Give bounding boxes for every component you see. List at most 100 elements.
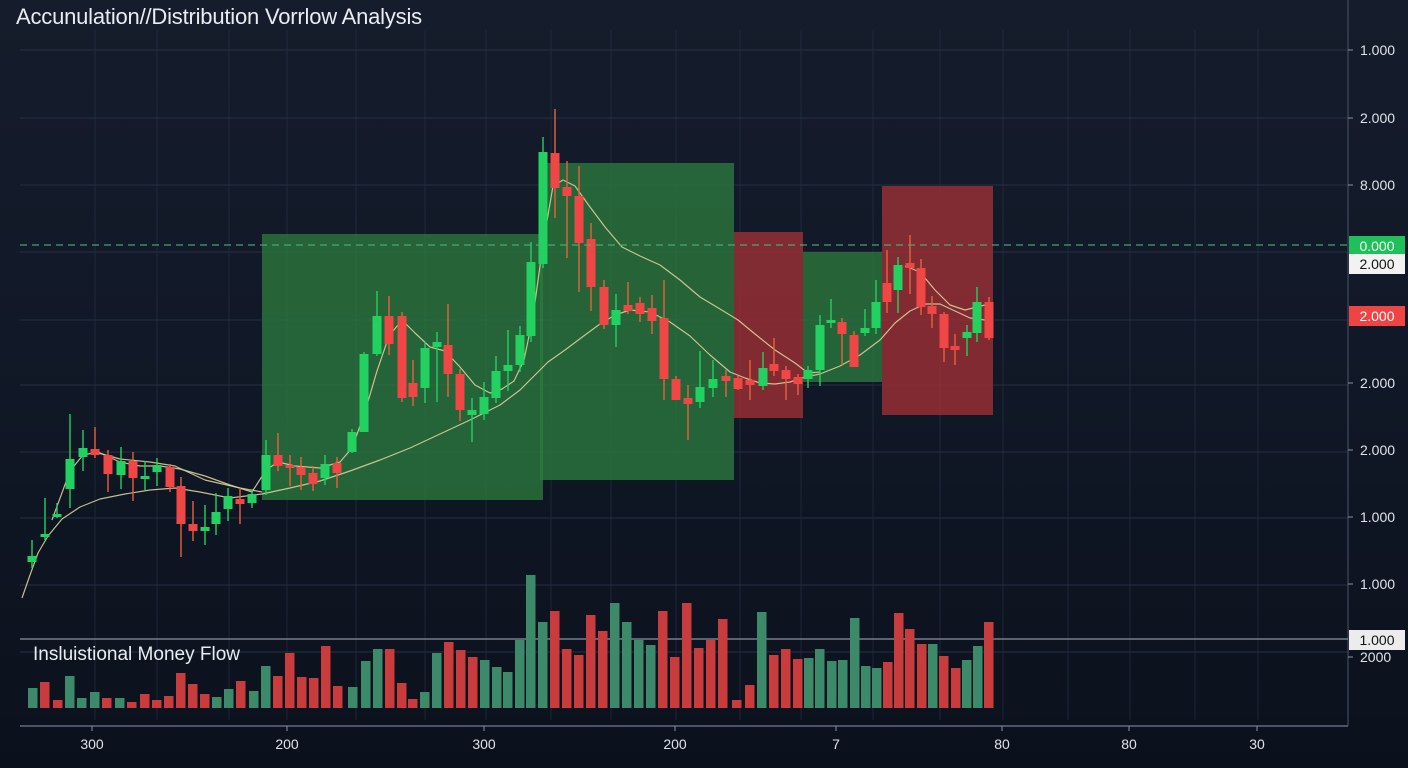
x-tick-label: 30 [1249,736,1265,752]
bear-candle[interactable] [950,346,960,350]
bear-candle[interactable] [574,196,584,243]
bear-candle[interactable] [562,187,572,196]
bear-candle[interactable] [128,461,138,478]
accumulation-zone[interactable] [540,163,734,480]
bear-candle[interactable] [285,465,295,468]
bull-candle[interactable] [116,461,126,475]
bull-candle[interactable] [261,455,271,490]
money-flow-bar [861,666,871,708]
bear-candle[interactable] [683,398,693,404]
bull-candle[interactable] [826,320,836,323]
bear-candle[interactable] [235,499,245,504]
last-price-tag: 0.000 [1349,236,1405,256]
bear-candle[interactable] [273,455,283,466]
bear-candle[interactable] [781,370,791,379]
bear-candle[interactable] [984,302,994,338]
money-flow-bar [745,685,755,708]
bull-candle[interactable] [893,265,903,290]
bear-candle[interactable] [550,153,560,188]
bull-candle[interactable] [491,371,501,398]
bear-candle[interactable] [599,287,609,325]
bull-candle[interactable] [803,370,813,379]
bear-candle[interactable] [927,306,937,314]
bear-candle[interactable] [308,473,318,484]
bull-candle[interactable] [65,459,75,489]
bull-candle[interactable] [503,365,513,371]
x-tick-label: 80 [994,736,1010,752]
bear-candle[interactable] [745,380,755,385]
bear-candle[interactable] [671,379,681,400]
bull-candle[interactable] [359,354,369,432]
bull-candle[interactable] [815,325,825,370]
bull-candle[interactable] [515,335,525,365]
bull-candle[interactable] [467,410,477,415]
bull-candle[interactable] [78,448,88,457]
bull-candle[interactable] [372,316,382,354]
bear-candle[interactable] [408,383,418,397]
bear-candle[interactable] [769,364,779,371]
bear-candle[interactable] [849,335,859,367]
x-tick-label: 7 [832,736,840,752]
fast-ma-line [51,179,821,521]
bear-candle[interactable] [165,467,175,487]
money-flow-bar [176,673,186,708]
bull-candle[interactable] [860,328,870,333]
bull-candle[interactable] [27,556,37,562]
bear-candle[interactable] [455,374,465,410]
money-flow-bar [598,631,608,708]
bear-candle[interactable] [443,345,453,374]
bear-candle[interactable] [647,308,657,321]
bull-candle[interactable] [962,332,972,338]
bull-candle[interactable] [40,534,50,537]
distribution-zone[interactable] [882,186,993,415]
bull-candle[interactable] [871,302,881,328]
bear-candle[interactable] [397,316,407,398]
bull-candle[interactable] [152,465,162,472]
bear-candle[interactable] [176,486,186,524]
bull-candle[interactable] [479,397,489,414]
bull-candle[interactable] [538,152,548,264]
bear-candle[interactable] [882,283,892,302]
money-flow-bars [28,575,994,708]
bull-candle[interactable] [347,432,357,452]
bull-candle[interactable] [420,348,430,388]
money-flow-bar [838,660,848,708]
bull-candle[interactable] [140,476,150,479]
bear-candle[interactable] [90,449,100,455]
bear-candle[interactable] [939,314,949,348]
bull-candle[interactable] [247,494,257,503]
bear-candle[interactable] [793,377,803,384]
candlestick-series [27,109,994,568]
bear-candle[interactable] [296,467,306,475]
bear-candle[interactable] [733,378,743,389]
bear-candle[interactable] [905,263,915,268]
bull-candle[interactable] [223,496,233,509]
money-flow-bar [90,692,100,708]
bear-candle[interactable] [384,316,394,344]
bull-candle[interactable] [526,262,536,336]
bear-candle[interactable] [332,463,342,473]
bull-candle[interactable] [708,379,718,388]
bull-candle[interactable] [695,387,705,402]
money-flow-bar [164,696,174,708]
bear-candle[interactable] [623,305,633,311]
bear-candle[interactable] [721,376,731,381]
bull-candle[interactable] [972,302,982,333]
bear-candle[interactable] [188,524,198,531]
bull-candle[interactable] [432,342,442,347]
bull-candle[interactable] [758,368,768,386]
bull-candle[interactable] [211,512,221,524]
bear-candle[interactable] [635,303,645,314]
distribution-zone[interactable] [734,232,803,418]
bear-candle[interactable] [659,318,669,379]
bear-candle[interactable] [837,322,847,334]
bear-candle[interactable] [103,455,113,474]
bull-candle[interactable] [200,527,210,531]
bull-candle[interactable] [52,514,62,517]
bear-candle[interactable] [916,268,926,307]
money-flow-bar [236,681,246,708]
bear-candle[interactable] [586,239,596,287]
bull-candle[interactable] [611,310,621,325]
bull-candle[interactable] [320,464,330,478]
